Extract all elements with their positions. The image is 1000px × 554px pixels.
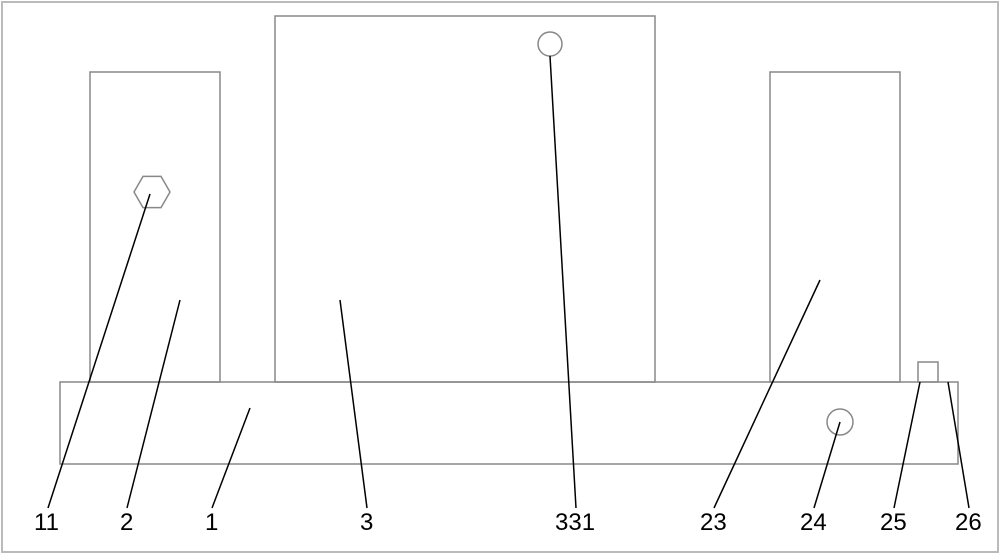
base-block (60, 382, 958, 464)
leader-lines (48, 56, 969, 508)
callout-label: 23 (700, 509, 727, 536)
leader-line (894, 382, 920, 508)
callout-label: 1 (205, 509, 218, 536)
left-block (90, 72, 220, 382)
callout-label: 26 (955, 509, 982, 536)
callout-label: 2 (120, 509, 133, 536)
callout-label: 25 (880, 509, 907, 536)
callout-label: 331 (555, 509, 595, 536)
center-block (275, 16, 655, 382)
callout-label: 24 (800, 509, 827, 536)
small-notch (918, 362, 938, 382)
label-group: 11 2 1 3 331 23 24 25 26 (34, 509, 982, 536)
leader-line (127, 300, 180, 508)
outer-frame (2, 2, 998, 552)
leader-line (212, 408, 250, 508)
leader-line (550, 56, 576, 508)
leader-line (814, 422, 840, 508)
leader-line (48, 194, 150, 508)
leader-line (340, 300, 367, 508)
callout-label: 3 (360, 509, 373, 536)
hex-icon (134, 176, 170, 207)
leader-line (714, 280, 820, 508)
callout-label: 11 (34, 509, 59, 536)
center-circle-icon (538, 32, 562, 56)
right-block (770, 72, 900, 382)
